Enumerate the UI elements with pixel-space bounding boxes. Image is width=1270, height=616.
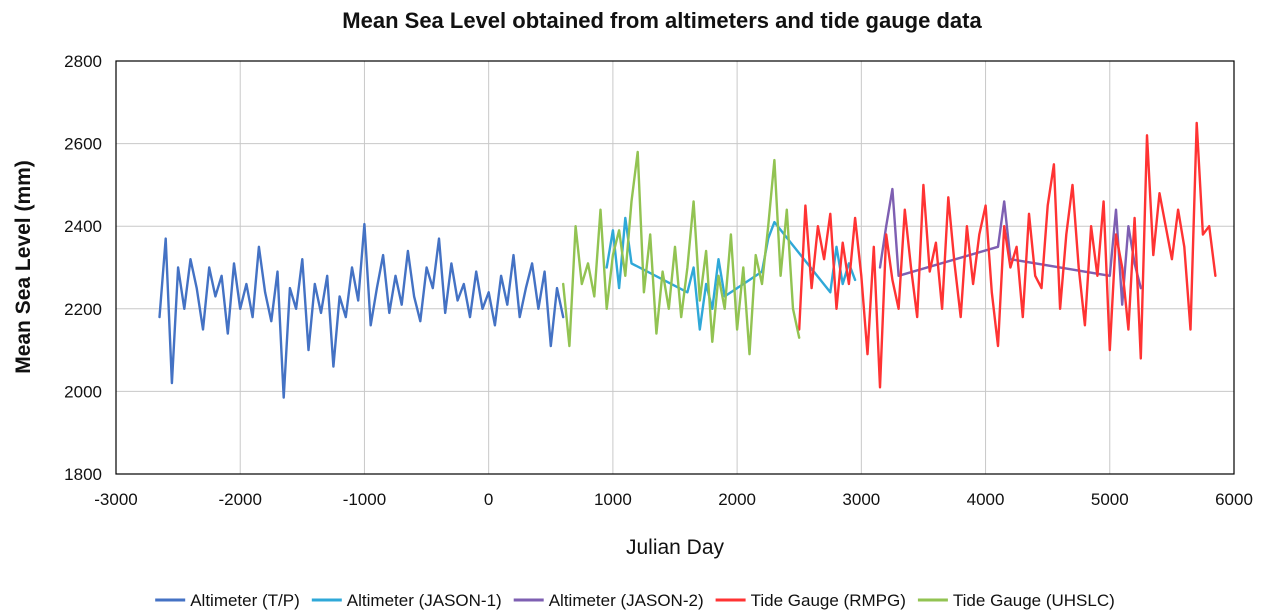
x-axis-ticks: -3000 -2000 -1000 0 1000 2000 3000 4000 5000 6000 <box>94 490 1253 509</box>
legend-item-3: Altimeter (JASON-2) <box>513 591 704 610</box>
legend-label: Altimeter (JASON-2) <box>549 591 704 610</box>
series-line-2 <box>605 216 857 331</box>
legend-item-4: Tide Gauge (RMPG) <box>715 591 906 610</box>
x-tick-label: -2000 <box>218 490 261 509</box>
x-tick-label: 6000 <box>1215 490 1253 509</box>
x-tick-label: 4000 <box>967 490 1005 509</box>
legend-label: Tide Gauge (UHSLC) <box>953 591 1115 610</box>
x-tick-label: -1000 <box>343 490 386 509</box>
y-axis-title: Mean Sea Level (mm) <box>12 160 35 374</box>
series-line-4 <box>798 121 1217 389</box>
y-tick-label: 2200 <box>64 300 102 319</box>
y-tick-label: 2000 <box>64 382 102 401</box>
legend-item-1: Altimeter (T/P) <box>155 591 300 610</box>
legend: Altimeter (T/P) Altimeter (JASON-1) Altime… <box>155 591 1115 610</box>
x-tick-label: 3000 <box>842 490 880 509</box>
legend-label: Altimeter (T/P) <box>190 591 300 610</box>
y-tick-label: 2400 <box>64 217 102 236</box>
plot-frame <box>115 60 1235 475</box>
legend-label: Altimeter (JASON-1) <box>347 591 502 610</box>
legend-label: Tide Gauge (RMPG) <box>751 591 906 610</box>
y-axis-ticks: 1800 2000 2200 2400 2600 2800 <box>64 52 102 484</box>
series-line-5 <box>562 150 801 356</box>
x-tick-label: -3000 <box>94 490 137 509</box>
x-tick-label: 2000 <box>718 490 756 509</box>
y-tick-label: 2800 <box>64 52 102 71</box>
x-tick-label: 5000 <box>1091 490 1129 509</box>
series-line-3 <box>878 187 1143 306</box>
y-tick-label: 1800 <box>64 465 102 484</box>
y-tick-label: 2600 <box>64 135 102 154</box>
x-tick-label: 1000 <box>594 490 632 509</box>
legend-item-5: Tide Gauge (UHSLC) <box>917 591 1115 610</box>
x-tick-label: 0 <box>484 490 493 509</box>
series-layer <box>158 121 1217 399</box>
chart-title: Mean Sea Level obtained from altimeters … <box>342 8 982 33</box>
x-axis-title: Julian Day <box>626 536 725 559</box>
legend-item-2: Altimeter (JASON-1) <box>311 591 502 610</box>
series-line-1 <box>158 222 565 399</box>
